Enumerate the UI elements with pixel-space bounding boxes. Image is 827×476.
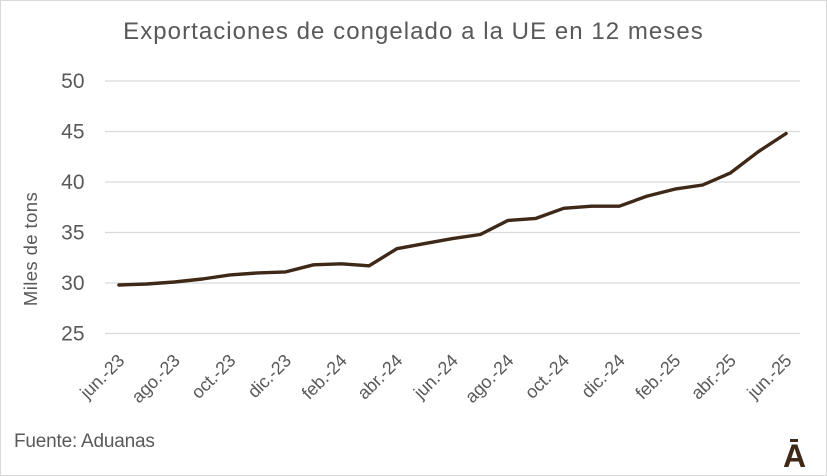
y-tick-labels: 25 30 35 40 45 50 <box>61 70 84 346</box>
y-axis-title-text: Miles de tons <box>20 191 41 307</box>
x-tick-labels: jun.-23 ago.-23 oct.-23 dic.-23 feb.-24 abr.-… <box>75 350 795 406</box>
x-tick-label-dic.-23: dic.-23 <box>244 350 295 401</box>
x-tick-label-jun.-25: jun.-25 <box>743 350 796 403</box>
y-tick-label-40: 40 <box>61 171 84 194</box>
y-tick-label-30: 30 <box>61 272 84 295</box>
x-tick-label-jun.-23: jun.-23 <box>75 350 128 403</box>
y-tick-label-25: 25 <box>61 323 84 346</box>
y-tick-label-45: 45 <box>61 121 84 144</box>
x-tick-label-feb.-25: feb.-25 <box>631 350 684 403</box>
logo-letter: A <box>783 437 807 474</box>
y-tick-label-50: 50 <box>61 70 84 93</box>
x-tick-label-feb.-24: feb.-24 <box>298 350 351 403</box>
chart-title: Exportaciones de congelado a la UE en 12… <box>123 18 704 45</box>
source-note: Fuente: Aduanas <box>14 431 155 452</box>
x-tick-label-ago.-24: ago.-24 <box>461 350 517 406</box>
x-tick-label-dic.-24: dic.-24 <box>577 350 628 401</box>
x-tick-label-oct.-23: oct.-23 <box>187 350 239 402</box>
x-tick-label-oct.-24: oct.-24 <box>521 350 573 402</box>
x-tick-label-abr.-24: abr.-24 <box>353 350 406 403</box>
x-tick-label-jun.-24: jun.-24 <box>409 350 462 403</box>
logo: A <box>783 437 807 474</box>
y-tick-label-35: 35 <box>61 222 84 245</box>
series-line <box>117 131 788 287</box>
x-tick-label-abr.-25: abr.-25 <box>687 350 740 403</box>
logo-macron-bar <box>789 439 799 443</box>
x-tick-label-ago.-23: ago.-23 <box>128 350 184 406</box>
gridlines <box>105 80 800 335</box>
